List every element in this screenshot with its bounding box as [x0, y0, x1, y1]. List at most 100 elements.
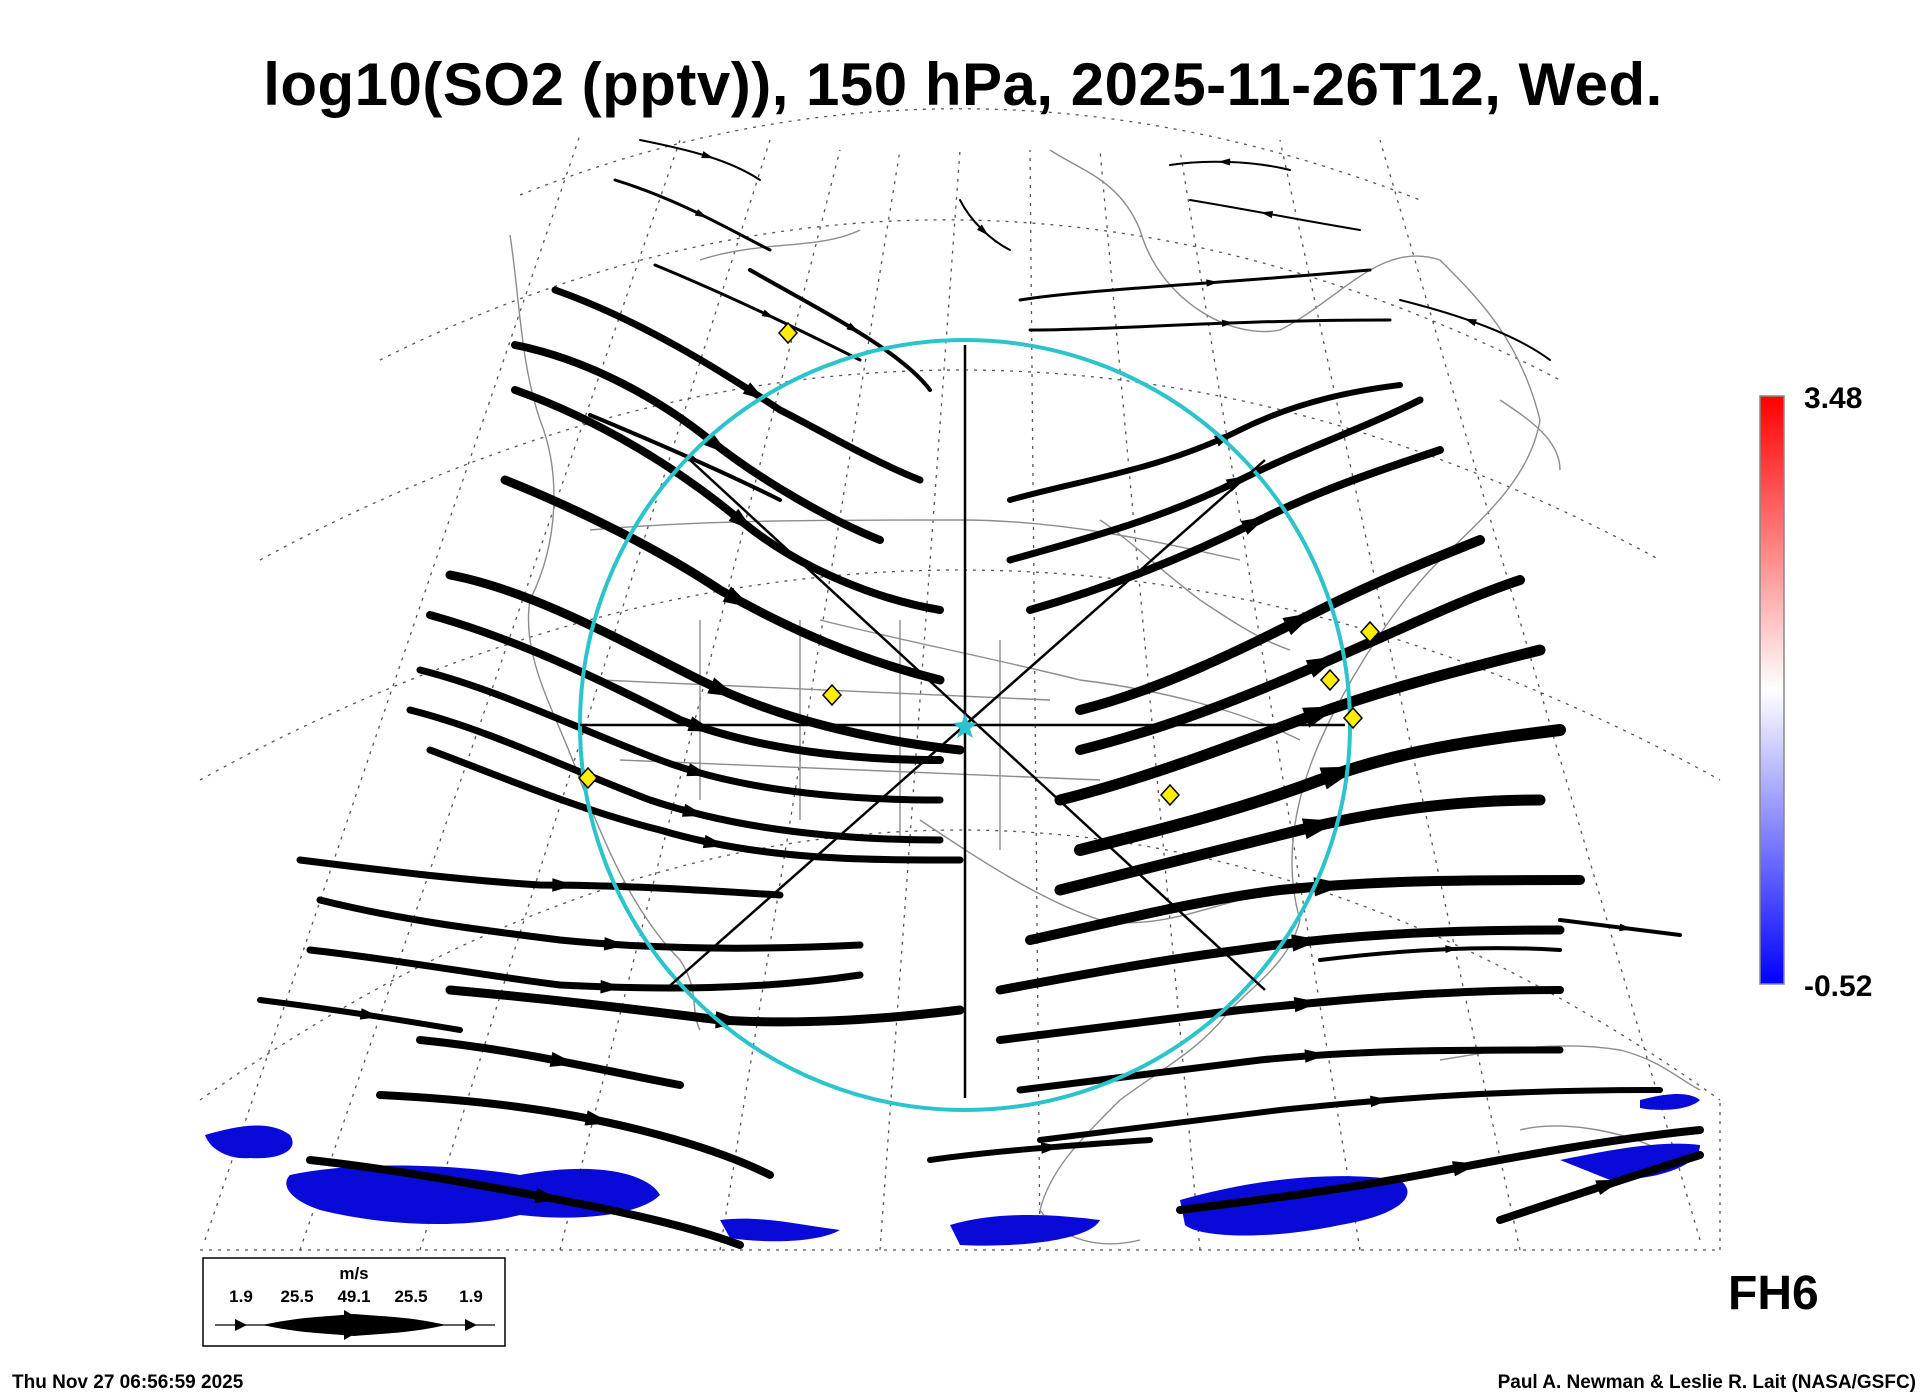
streamline-arrows	[359, 151, 1633, 1204]
streamline	[613, 178, 772, 252]
streamline	[1318, 946, 1562, 962]
wind-arrow-icon	[761, 309, 775, 318]
wind-arrow-icon	[1282, 612, 1316, 636]
site-markers	[577, 321, 1381, 807]
streamline	[445, 570, 965, 755]
wind-arrow-icon	[1302, 706, 1339, 728]
streamline	[588, 413, 782, 502]
wind-arrow-icon	[702, 834, 727, 849]
wind-legend-unit: m/s	[339, 1264, 368, 1283]
site-marker-diamond	[1342, 706, 1364, 730]
site-marker-diamond	[1359, 620, 1381, 644]
wind-arrow-icon	[1313, 877, 1347, 897]
wind-arrow-icon	[549, 1051, 577, 1067]
wind-arrow-icon	[584, 1110, 612, 1126]
wind-arrow-icon	[976, 224, 989, 236]
wind-arrow-icon	[846, 322, 860, 333]
streamline	[1176, 1126, 1704, 1214]
streamline	[445, 985, 965, 1027]
wind-arrow-icon	[686, 763, 710, 777]
wind-arrow-icon	[1040, 1142, 1061, 1154]
streamline	[296, 856, 784, 899]
wind-arrow-icon	[1304, 1049, 1328, 1063]
streamline	[653, 263, 862, 362]
wind-arrow-icon	[1464, 318, 1477, 327]
streamline	[996, 986, 1564, 1044]
streamline	[406, 706, 944, 844]
wind-arrow-icon	[1305, 656, 1339, 678]
credit-text: Paul A. Newman & Leslie R. Lait (NASA/GS…	[1497, 1372, 1916, 1393]
streamline	[1189, 199, 1361, 231]
site-marker-diamond	[577, 766, 599, 790]
streamline	[416, 666, 944, 804]
wind-arrow-icon	[694, 209, 708, 218]
wind-arrow-icon	[344, 1310, 370, 1340]
streamline	[1028, 318, 1392, 332]
streamline	[1054, 644, 1546, 806]
forecast-hour-label: FH6	[1728, 1267, 1819, 1320]
wind-legend-speed-4: 25.5	[394, 1287, 427, 1306]
wind-arrow-icon	[465, 1319, 477, 1331]
wind-arrow-icon	[235, 1319, 247, 1331]
streamline	[257, 997, 463, 1033]
wind-arrow-icon	[1595, 1179, 1623, 1195]
wind-arrow-icon	[1293, 996, 1321, 1013]
wind-arrow-icon	[1301, 818, 1339, 840]
wind-arrow-icon	[1206, 279, 1219, 287]
generated-timestamp: Thu Nov 27 06:56:59 2025	[12, 1372, 244, 1393]
wind-arrow-icon	[742, 382, 766, 401]
streamline	[748, 268, 932, 392]
center-star-icon	[953, 713, 977, 738]
wind-arrow-icon	[534, 1187, 561, 1204]
streamline	[1018, 268, 1372, 302]
streamline	[316, 896, 864, 952]
wind-legend-speed-1: 1.9	[229, 1287, 253, 1306]
streamline	[1074, 724, 1566, 856]
wind-legend-speed-5: 1.9	[459, 1287, 483, 1306]
map-title: log10(SO2 (pptv)), 150 hPa, 2025-11-26T1…	[263, 51, 1663, 118]
wind-arrow-icon	[681, 803, 706, 817]
so2-low-regions	[205, 1094, 1700, 1246]
wind-arrow-icon	[1452, 1161, 1479, 1177]
site-marker-diamond	[777, 321, 799, 345]
wind-arrow-icon	[728, 508, 754, 531]
streamline	[927, 1137, 1153, 1163]
wind-arrow-icon	[1291, 934, 1321, 952]
streamline	[376, 1091, 774, 1179]
streamline	[1399, 299, 1551, 361]
streamline	[1496, 1151, 1704, 1224]
wind-arrow-icon	[600, 980, 623, 994]
streamline	[1037, 1087, 1663, 1143]
site-marker-diamond	[1319, 668, 1341, 692]
wind-arrow-icon	[1619, 923, 1633, 932]
streamline	[416, 1036, 684, 1089]
wind-legend: m/s 1.9 25.5 49.1 25.5 1.9	[202, 1257, 506, 1347]
wind-arrow-icon	[1260, 210, 1274, 219]
colorbar: 3.48 -0.52	[1759, 382, 1872, 1003]
wind-arrow-icon	[722, 586, 753, 608]
streamline	[426, 746, 964, 864]
wind-legend-speed-2: 25.5	[280, 1287, 313, 1306]
streamline	[551, 286, 924, 484]
wind-arrow-icon	[359, 1008, 380, 1020]
site-marker-diamond	[821, 683, 843, 707]
wind-arrow-icon	[552, 878, 575, 892]
streamline	[500, 475, 945, 685]
streamline	[306, 946, 864, 992]
wind-arrow-icon	[1319, 766, 1360, 790]
wind-arrow-icon	[1221, 319, 1234, 327]
site-marker-diamond	[1159, 783, 1181, 807]
streamline	[1016, 1046, 1564, 1094]
wind-arrow-icon	[1240, 516, 1268, 535]
wind-arrow-icon	[1370, 1095, 1390, 1108]
colorbar-max-label: 3.48	[1804, 382, 1862, 415]
wind-arrow-icon	[707, 677, 738, 698]
streamline	[959, 199, 1011, 251]
wind-arrow-icon	[1218, 158, 1231, 166]
graticule	[199, 108, 1721, 1251]
wind-arrow-icon	[701, 151, 714, 159]
streamline	[639, 139, 761, 181]
wind-arrow-icon	[1445, 945, 1459, 953]
streamline	[426, 611, 944, 764]
